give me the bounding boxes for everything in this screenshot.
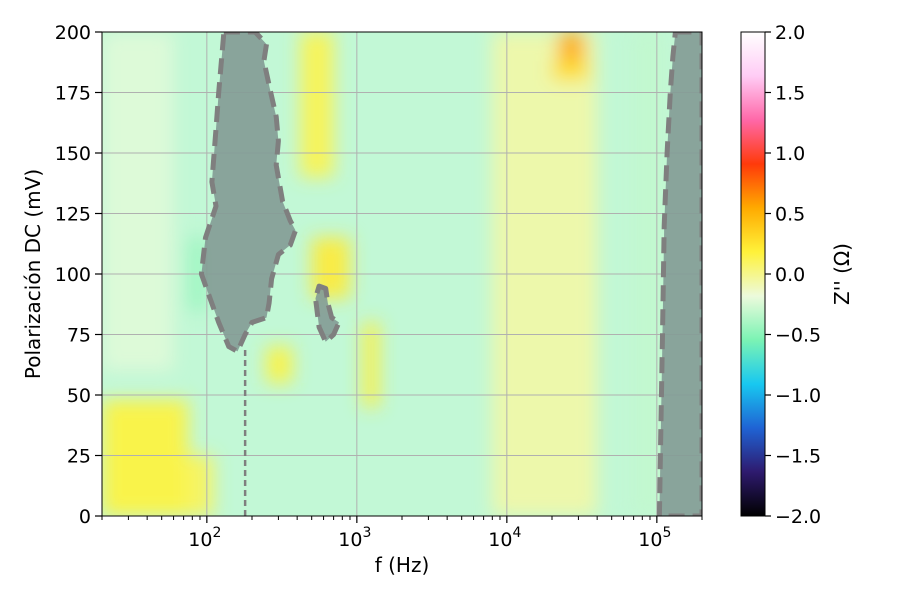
heatmap-patch-0 <box>102 399 189 516</box>
colorbar: 2.0 1.5 1.0 0.5 0.0 −0.5 −1.0 −1.5 −2.0 Z'' (Ω) <box>740 22 854 528</box>
y-tick-label-1: 25 <box>67 446 91 468</box>
y-tick-label-8: 200 <box>55 22 91 44</box>
colorbar-tick-label-3: 0.5 <box>775 204 805 226</box>
y-tick-label-6: 150 <box>55 143 91 165</box>
x-axis-label: f (Hz) <box>375 553 430 577</box>
plot-area <box>101 31 703 517</box>
contour-region-2 <box>656 32 702 516</box>
y-tick-label-5: 125 <box>55 204 91 226</box>
y-tick-label-2: 50 <box>67 385 91 407</box>
y-tick-label-0: 0 <box>79 506 91 528</box>
colorbar-tick-label-6: −1.0 <box>775 385 821 407</box>
colorbar-tick-label-1: 1.5 <box>775 83 805 105</box>
x-tick-label-3: 105 <box>638 525 671 551</box>
colorbar-tick-label-5: −0.5 <box>775 325 821 347</box>
colorbar-tick-label-0: 2.0 <box>775 22 805 44</box>
colorbar-label: Z'' (Ω) <box>830 243 854 305</box>
y-tick-label-7: 175 <box>55 83 91 105</box>
heatmap-patch-7 <box>363 322 379 408</box>
y-tick-label-3: 75 <box>67 325 91 347</box>
heatmap-patch-1 <box>188 455 213 516</box>
heatmap-patch-4 <box>266 346 292 383</box>
y-tick-label-4: 100 <box>55 264 91 286</box>
colorbar-tick-label-8: −2.0 <box>775 506 821 528</box>
contour-region-1 <box>313 283 342 345</box>
x-tick-label-2: 104 <box>488 525 521 551</box>
colorbar-tick-label-7: −1.5 <box>775 446 821 468</box>
x-tick-label-1: 103 <box>338 525 371 551</box>
colorbar-tick-label-2: 1.0 <box>775 143 805 165</box>
x-tick-label-0: 102 <box>188 525 221 551</box>
heatmap-patch-6 <box>300 32 334 178</box>
colorbar-tick-label-4: 0.0 <box>775 264 805 286</box>
y-axis-label: Polarización DC (mV) <box>21 169 45 379</box>
heatmap-patch-2 <box>102 32 174 371</box>
heatmap-patch-10 <box>558 32 585 61</box>
contour-region-0 <box>198 32 298 354</box>
colorbar-gradient <box>740 31 766 517</box>
heatmap-patch-11 <box>552 61 589 81</box>
